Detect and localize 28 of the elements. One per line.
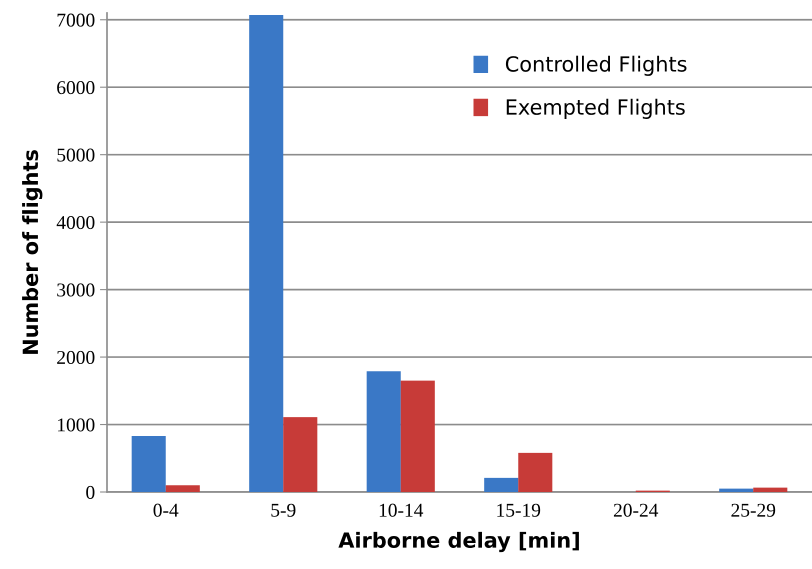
x-tick-label: 5-9: [271, 504, 296, 517]
x-tick-label: 20-24: [614, 504, 658, 517]
y-axis-title: Number of flights: [22, 150, 42, 354]
bar: [166, 485, 200, 492]
bar: [249, 15, 284, 492]
x-axis-title: Airborne delay [min]: [338, 532, 579, 552]
bar: [132, 436, 166, 492]
y-tick-label: 7000: [58, 14, 94, 27]
y-tick-label: 2000: [57, 350, 94, 364]
bar: [366, 371, 401, 492]
y-tick-label: 3000: [57, 283, 94, 297]
x-tick-label: 10-14: [380, 504, 424, 517]
bar: [400, 380, 435, 492]
bar: [518, 452, 552, 492]
bar: [283, 417, 318, 492]
legend-label: Controlled Flights: [506, 56, 686, 76]
y-tick-label: 0: [86, 486, 94, 499]
bar: [719, 488, 754, 492]
x-tick-label: 0-4: [154, 504, 178, 517]
y-tick-label: 1000: [58, 418, 94, 432]
x-tick-label: 25-29: [731, 504, 776, 517]
y-tick-label: 4000: [56, 216, 94, 230]
y-tick-label: 6000: [57, 81, 94, 94]
legend-label: Exempted Flights: [506, 98, 685, 119]
x-tick-label: 15-19: [497, 504, 540, 517]
bar: [484, 478, 518, 492]
bar: [753, 488, 788, 492]
y-tick-label: 5000: [57, 148, 94, 162]
